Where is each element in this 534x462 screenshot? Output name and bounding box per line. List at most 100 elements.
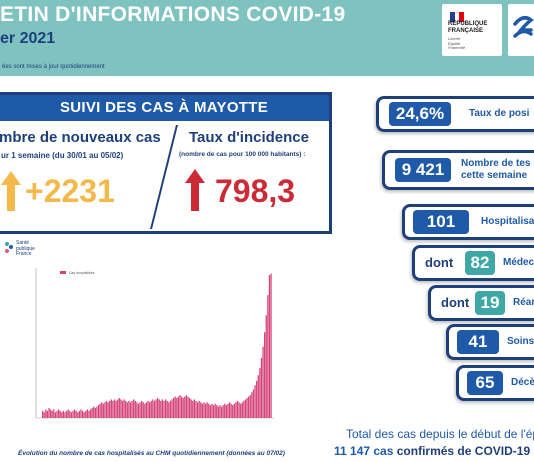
chart-bar [67, 409, 69, 418]
chart-bar [211, 403, 213, 418]
chart-bar [125, 400, 127, 418]
chart-bar [46, 410, 49, 418]
chart-bar [172, 398, 175, 418]
chart-bar [123, 399, 125, 418]
legend-label: Cas hospitalisés [69, 271, 95, 275]
sante-publique-mark-icon [5, 242, 13, 253]
stat-hospitalisations: 101 Hospitalisa [402, 204, 534, 240]
republique-motto: Liberté Égalité Fraternité [448, 36, 466, 50]
chart-bar [73, 409, 76, 418]
chart-bar [51, 410, 53, 418]
chart-bar [85, 410, 87, 418]
republique-francaise-logo: RÉPUBLIQUE FRANÇAISE Liberté Égalité Fra… [442, 4, 502, 56]
chart-bar [89, 409, 92, 418]
stat-label: Réan [513, 297, 534, 308]
chart-bar [53, 409, 55, 418]
ars-logo [508, 4, 534, 56]
chart-bar [115, 400, 117, 418]
chart-bar [93, 406, 95, 418]
chart-bar [48, 408, 50, 418]
chart-bar [214, 403, 216, 418]
chart-bar [69, 410, 71, 418]
stat-value: 19 [475, 291, 505, 315]
chart-bar [42, 410, 44, 418]
chart-bar [259, 368, 261, 418]
chart-bar [133, 399, 135, 418]
stat-soins: 41 Soins a [446, 324, 534, 360]
stat-value: 24,6% [389, 102, 451, 126]
chart-bar [228, 402, 231, 418]
incidence-subtitle: (nombre de cas pour 100 000 habitants) : [179, 151, 306, 158]
chart-bar [217, 406, 219, 418]
arrow-up-icon [185, 169, 205, 211]
chart-bar [43, 412, 45, 418]
chart-bar [80, 409, 82, 418]
chart-bar [128, 400, 130, 418]
chart-bar [136, 402, 138, 418]
stat-nombre-tests: 9 421 Nombre de tes cette semaine [382, 150, 534, 190]
chart-bar [254, 385, 256, 418]
chart-bar [75, 410, 77, 418]
chart-bar [236, 400, 239, 418]
chart-bar [131, 400, 133, 418]
chart-bar [129, 402, 132, 418]
chart-bar [187, 396, 189, 418]
chart-bar [270, 273, 272, 418]
chart-bar [222, 405, 224, 418]
chart-bar [57, 409, 60, 418]
legend-swatch [60, 271, 66, 274]
chart-bar [134, 400, 136, 418]
incidence-title: Taux d'incidence [189, 129, 309, 146]
chart-bar [200, 402, 202, 418]
chart-bar [252, 389, 255, 418]
chart-bar [102, 403, 104, 418]
chart-bar [164, 399, 167, 418]
chart-bar [65, 410, 68, 418]
chart-bar [99, 403, 101, 418]
chart-bar [56, 410, 58, 418]
stat-value: 9 421 [395, 158, 451, 182]
stat-value: 82 [465, 251, 495, 275]
chart-bar [201, 403, 203, 418]
total-cas-confirmes: 11 147 cas confirmés de COVID-19 [334, 444, 530, 458]
sante-publique-text: Santé publique France [16, 240, 35, 257]
nouveaux-cas-period: ur 1 semaine (du 30/01 au 05/02) [1, 151, 124, 160]
stat-value: 101 [413, 210, 469, 234]
chart-bar [235, 402, 237, 418]
chart-bar [238, 402, 240, 418]
chart-bar [70, 412, 73, 418]
stat-taux-positivite: 24,6% Taux de posi [376, 96, 534, 132]
chart-bar [225, 405, 227, 418]
chart-bar [96, 406, 98, 418]
chart-bar [104, 402, 106, 418]
stat-label: Décè [511, 377, 534, 388]
chart-bar [267, 295, 269, 418]
chart-bar [64, 412, 66, 418]
chart-bar [94, 408, 96, 418]
chart-bar [233, 403, 235, 418]
chart-bar [182, 398, 184, 418]
chart-bar [184, 396, 186, 418]
chart-bar [208, 403, 210, 418]
chart-bar [157, 398, 159, 418]
chart-bar [81, 410, 84, 418]
french-flag-icon [450, 9, 464, 22]
stat-label: Nombre de tes cette semaine [461, 158, 531, 181]
chart-bar [180, 396, 183, 418]
chart-bar [241, 402, 243, 418]
stat-label: Médec [503, 257, 534, 268]
chart-caption: Évolution du nombre de cas hospitalisés … [18, 450, 285, 457]
chart-bar [150, 400, 152, 418]
chart-bar [137, 403, 140, 418]
chart-bar [139, 402, 141, 418]
chart-bar [168, 402, 170, 418]
chart-bar [153, 400, 156, 418]
chart-bar [260, 358, 263, 418]
chart-bar [126, 402, 128, 418]
chart-bar [176, 398, 178, 418]
chart-bar [149, 402, 151, 418]
chart-bar [185, 395, 188, 418]
chart-bar [91, 408, 93, 418]
chart-bar [109, 400, 111, 418]
total-cas-label: confirmés de COVID-19 [396, 444, 531, 458]
